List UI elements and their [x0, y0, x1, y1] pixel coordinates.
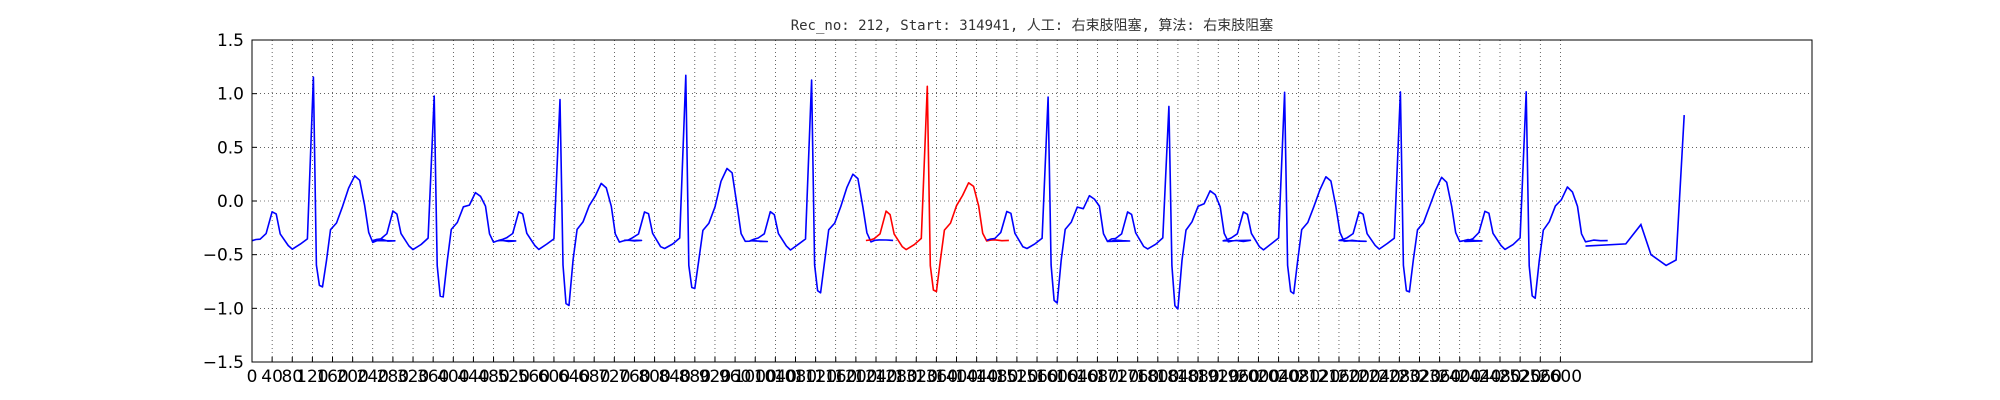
x-tick-label: 1320 [895, 367, 938, 387]
x-tick-label: 1360 [915, 367, 958, 387]
x-tick-label: 1760 [1116, 367, 1159, 387]
ecg-series-line [986, 91, 1608, 310]
x-tick-label: 2360 [1418, 367, 1461, 387]
y-tick-label: 0.0 [217, 192, 244, 212]
x-tick-label: 1120 [794, 367, 837, 387]
x-tick-label: 1040 [754, 367, 797, 387]
x-tick-label: 1840 [1156, 367, 1199, 387]
x-tick-label: 1280 [874, 367, 917, 387]
x-tick-label: 1480 [975, 367, 1018, 387]
x-tick-label: 2480 [1478, 367, 1521, 387]
x-tick-label: 1960 [1217, 367, 1260, 387]
x-tick-label: 40 [261, 367, 283, 387]
x-tick-label: 240 [357, 367, 389, 387]
y-tick-label: 1.5 [217, 31, 244, 51]
x-tick-label: 880 [679, 367, 711, 387]
x-tick-label: 2600 [1539, 367, 1582, 387]
y-tick-label: 0.5 [217, 138, 244, 158]
x-tick-label: 280 [377, 367, 409, 387]
x-tick-label: 2280 [1378, 367, 1421, 387]
x-tick-label: 1440 [955, 367, 998, 387]
x-tick-label: 2440 [1458, 367, 1501, 387]
ecg-tail-line [1585, 115, 1685, 267]
x-tick-label: 2320 [1398, 367, 1441, 387]
ecg-series-line [865, 85, 1009, 293]
x-tick-label: 1200 [834, 367, 877, 387]
x-tick-label: 2040 [1257, 367, 1300, 387]
x-tick-label: 1600 [1036, 367, 1079, 387]
x-tick-label: 1520 [995, 367, 1038, 387]
x-tick-label: 440 [457, 367, 489, 387]
x-tick-label: 2120 [1297, 367, 1340, 387]
x-tick-label: 1560 [1015, 367, 1058, 387]
x-tick-label: 960 [719, 367, 751, 387]
x-tick-label: 1000 [734, 367, 777, 387]
x-tick-label: 760 [618, 367, 650, 387]
x-tick-label: 520 [497, 367, 529, 387]
x-tick-label: 1880 [1176, 367, 1219, 387]
x-tick-label: 200 [336, 367, 368, 387]
x-tick-label: 680 [578, 367, 610, 387]
x-tick-label: 1400 [935, 367, 978, 387]
x-tick-label: 2560 [1519, 367, 1562, 387]
x-tick-label: 2400 [1438, 367, 1481, 387]
x-tick-label: 400 [437, 367, 469, 387]
x-tick-label: 560 [518, 367, 550, 387]
x-tick-label: 80 [281, 367, 303, 387]
x-tick-label: 2160 [1317, 367, 1360, 387]
x-tick-label: 480 [477, 367, 509, 387]
x-tick-label: 1680 [1076, 367, 1119, 387]
x-tick-label: 1920 [1197, 367, 1240, 387]
x-tick-label: 2080 [1277, 367, 1320, 387]
x-tick-label: 160 [316, 367, 348, 387]
x-tick-label: 1080 [774, 367, 817, 387]
x-tick-label: 1720 [1096, 367, 1139, 387]
x-tick-label: 1640 [1056, 367, 1099, 387]
y-tick-label: −0.5 [203, 246, 244, 266]
x-tick-label: 0 [247, 367, 258, 387]
x-tick-label: 1240 [854, 367, 897, 387]
x-tick-label: 1160 [814, 367, 857, 387]
ecg-series [251, 74, 1685, 310]
x-tick-label: 840 [658, 367, 690, 387]
y-tick-label: −1.0 [203, 299, 244, 319]
x-tick-label: 720 [598, 367, 630, 387]
x-tick-label: 320 [397, 367, 429, 387]
y-tick-label: −1.5 [203, 353, 244, 373]
x-tick-label: 2520 [1498, 367, 1541, 387]
x-tick-label: 2240 [1358, 367, 1401, 387]
x-tick-label: 120 [296, 367, 328, 387]
y-tick-label: 1.0 [217, 85, 244, 105]
axis-ticks: 0 408012016020024028032036040044048052056… [203, 31, 1582, 387]
x-tick-label: 920 [699, 367, 731, 387]
ecg-series-line [251, 74, 894, 307]
x-tick-label: 640 [558, 367, 590, 387]
x-tick-label: 2200 [1337, 367, 1380, 387]
x-tick-label: 2000 [1237, 367, 1280, 387]
x-tick-label: 360 [417, 367, 449, 387]
chart-title: Rec_no: 212, Start: 314941, 人工: 右束肢阻塞, 算… [791, 17, 1274, 34]
x-tick-label: 800 [638, 367, 670, 387]
x-tick-label: 600 [538, 367, 570, 387]
x-tick-label: 1800 [1136, 367, 1179, 387]
